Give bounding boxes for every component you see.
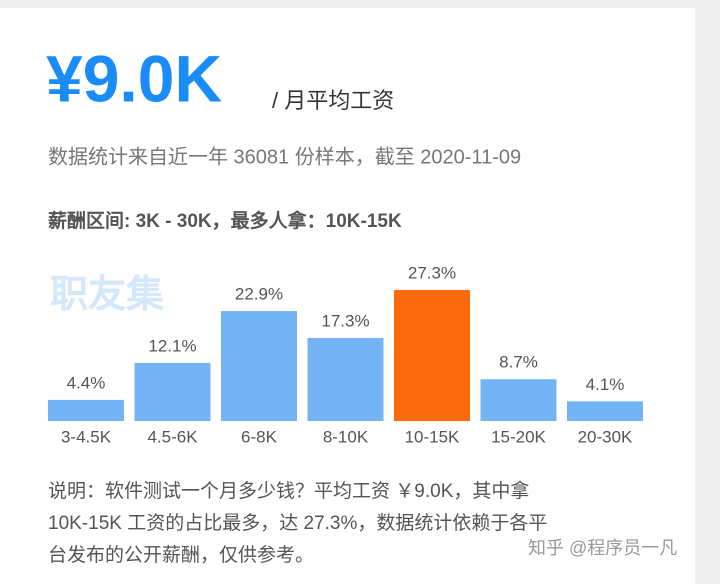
value-label: 22.9% (235, 285, 283, 304)
value-label: 12.1% (148, 336, 196, 355)
category-label: 6-8K (241, 427, 278, 446)
value-label: 8.7% (499, 353, 538, 372)
bar (48, 399, 124, 421)
bar (307, 337, 384, 421)
note-line: 10K-15K 工资的占比最多，达 27.3%，数据统计依赖于各平 (48, 512, 547, 534)
source-text: 数据统计来自近一年 36081 份样本，截至 2020-11-09 (48, 145, 521, 168)
value-label: 4.4% (67, 373, 106, 392)
bar (134, 362, 211, 421)
bar (221, 311, 297, 421)
category-label: 4.5-6K (147, 427, 198, 446)
value-label: 17.3% (321, 311, 369, 330)
credit: 知乎 @程序员一凡 (528, 538, 677, 558)
category-label: 20-30K (578, 427, 633, 446)
note-line: 说明：软件测试一个月多少钱？平均工资 ￥9.0K，其中拿 (48, 479, 529, 502)
salary-unit: / 月平均工资 (272, 88, 394, 113)
card (0, 8, 695, 584)
bar (567, 401, 643, 421)
category-label: 10-15K (405, 427, 460, 446)
average-salary: ¥9.0K (46, 41, 222, 115)
category-label: 8-10K (323, 427, 369, 446)
range-text: 薪酬区间: 3K - 30K，最多人拿：10K-15K (48, 209, 402, 232)
bar (480, 379, 557, 421)
bar (394, 289, 470, 421)
value-label: 4.1% (586, 375, 625, 394)
note-line: 台发布的公开薪酬，仅供参考。 (48, 544, 314, 566)
watermark: 职友集 (50, 274, 164, 316)
category-label: 3-4.5K (61, 427, 112, 446)
value-label: 27.3% (408, 263, 456, 282)
category-label: 15-20K (491, 427, 546, 446)
